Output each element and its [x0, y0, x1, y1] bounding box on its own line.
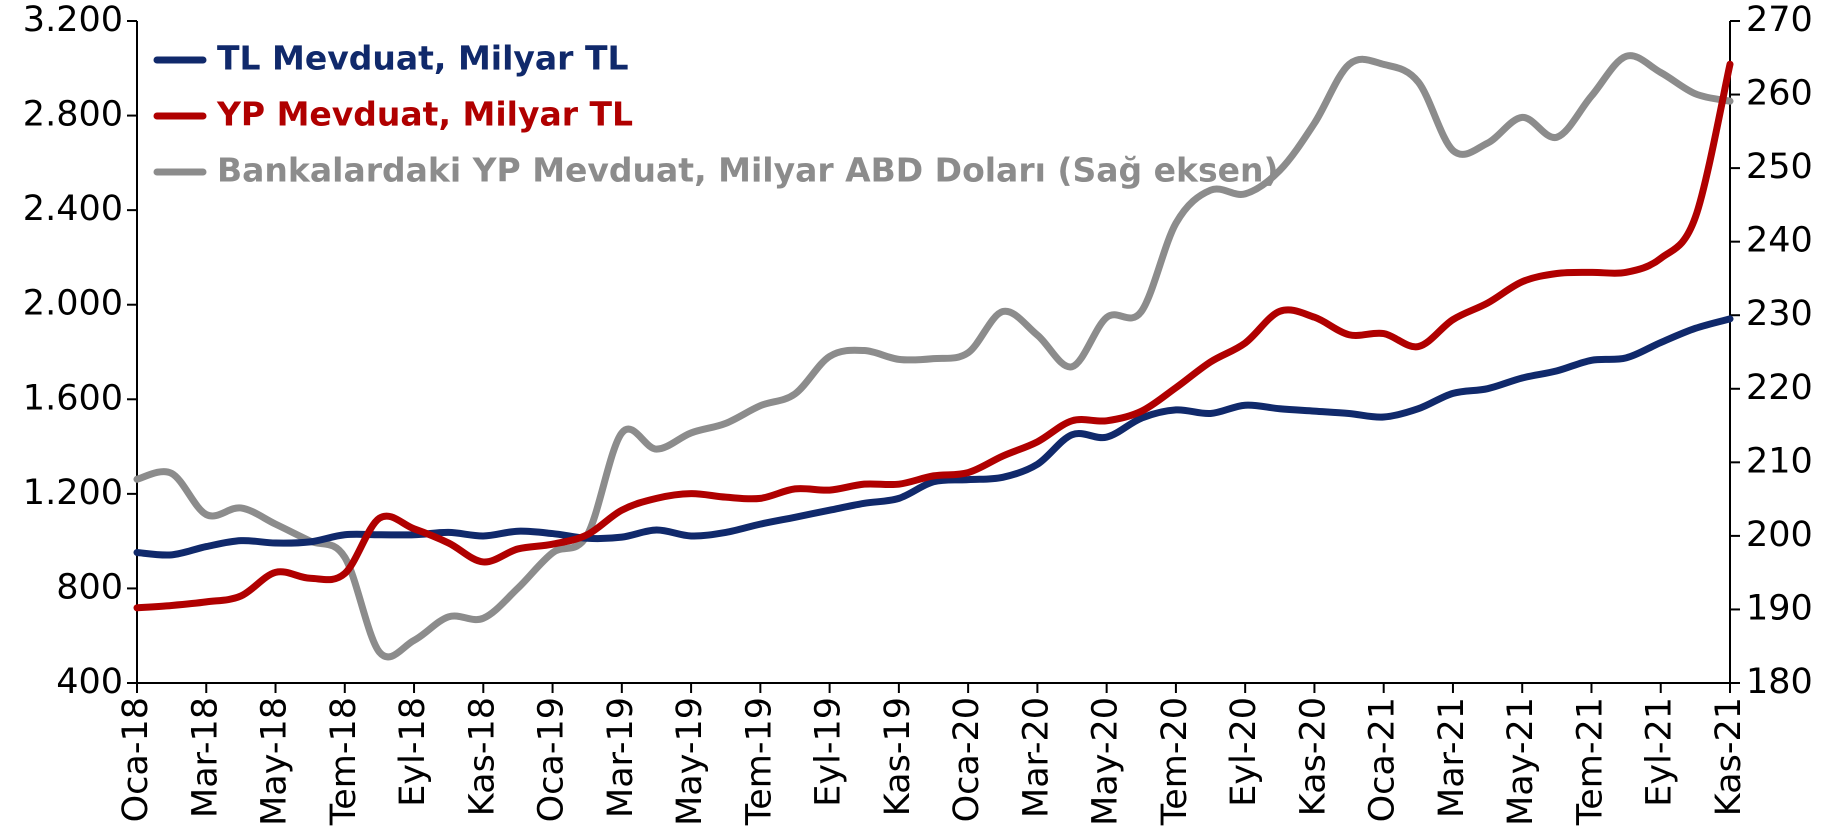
x-tick-label: May-18 [255, 697, 295, 826]
y-tick-label: 2.400 [23, 189, 123, 229]
y-tick-label: 3.200 [23, 0, 123, 40]
x-tick-label: Oca-21 [1363, 697, 1403, 822]
x-tick-label: Tem-21 [1570, 697, 1610, 826]
y2-tick-label: 180 [1746, 662, 1813, 702]
x-tick-label: May-21 [1501, 697, 1541, 826]
x-tick-label: Oca-19 [532, 697, 572, 822]
y2-tick-label: 270 [1746, 0, 1813, 40]
y2-tick-label: 220 [1746, 368, 1813, 408]
x-tick-label: Eyl-20 [1224, 697, 1264, 807]
x-tick-label: Mar-21 [1432, 697, 1472, 818]
x-tick-label: Oca-18 [116, 697, 156, 822]
y2-tick-label: 200 [1746, 515, 1813, 555]
y2-tick-label: 260 [1746, 74, 1813, 114]
series-line [133, 52, 1734, 661]
x-tick-label: Kas-18 [462, 697, 502, 816]
y2-tick-label: 250 [1746, 147, 1813, 187]
y-tick-label: 2.000 [23, 284, 123, 324]
legend-label: Bankalardaki YP Mevduat, Milyar ABD Dola… [217, 151, 1279, 190]
y-tick-label: 1.600 [23, 378, 123, 418]
series-line [133, 60, 1734, 612]
series-line [133, 315, 1734, 559]
y-tick-label: 400 [56, 662, 123, 702]
x-tick-label: Tem-20 [1155, 697, 1195, 826]
x-tick-label: Mar-20 [1016, 697, 1056, 818]
y-tick-label: 2.800 [23, 95, 123, 135]
x-tick-label: Mar-19 [601, 697, 641, 818]
x-tick-label: Eyl-18 [393, 697, 433, 807]
y2-tick-label: 240 [1746, 221, 1813, 261]
x-tick-label: Eyl-21 [1640, 697, 1680, 807]
legend-label: YP Mevduat, Milyar TL [216, 95, 633, 134]
y-tick-label: 1.200 [23, 473, 123, 513]
x-tick-label: May-20 [1086, 697, 1126, 826]
x-tick-label: Kas-21 [1709, 697, 1749, 816]
x-tick-label: Kas-19 [878, 697, 918, 816]
x-tick-label: Eyl-19 [809, 697, 849, 807]
x-tick-label: Oca-20 [947, 697, 987, 822]
legend-label: TL Mevduat, Milyar TL [217, 39, 629, 78]
y2-tick-label: 230 [1746, 294, 1813, 334]
x-tick-label: Tem-19 [739, 697, 779, 826]
y2-tick-label: 210 [1746, 441, 1813, 481]
x-tick-label: Kas-20 [1293, 697, 1333, 816]
x-tick-label: Mar-18 [185, 697, 225, 818]
y2-tick-label: 190 [1746, 588, 1813, 628]
x-tick-label: Tem-18 [324, 697, 364, 826]
y-tick-label: 800 [56, 567, 123, 607]
x-tick-label: May-19 [670, 697, 710, 826]
